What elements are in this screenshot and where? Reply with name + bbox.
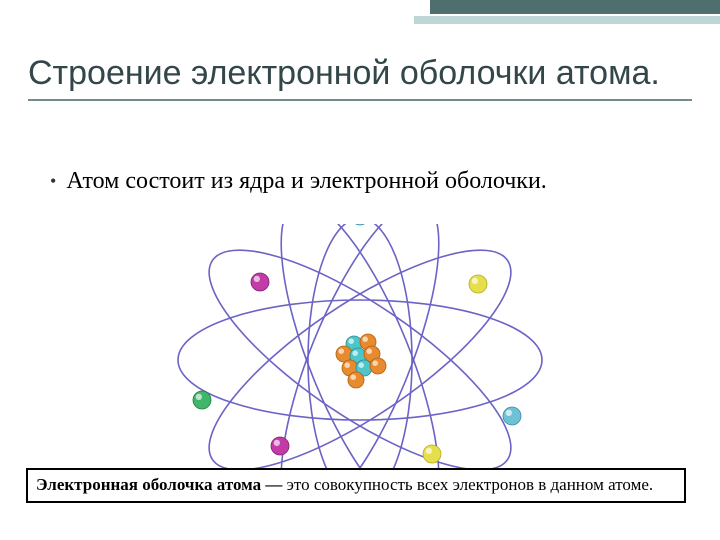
definition-rest: это совокупность всех электронов в данно… [282, 475, 653, 494]
bullet-block: • Атом состоит из ядра и электронной обо… [50, 168, 660, 195]
title-underline [28, 99, 692, 101]
definition-term: Электронная оболочка атома — [36, 475, 282, 494]
page-title: Строение электронной оболочки атома. [28, 54, 692, 93]
accent-strip-1 [430, 0, 720, 14]
atom-diagram [160, 224, 560, 484]
bullet-text: Атом состоит из ядра и электронной оболо… [66, 168, 547, 195]
title-block: Строение электронной оболочки атома. [28, 54, 692, 101]
accent-strip-2 [414, 16, 720, 24]
definition-box: Электронная оболочка атома — это совокуп… [26, 468, 686, 503]
bullet-marker: • [50, 171, 56, 192]
